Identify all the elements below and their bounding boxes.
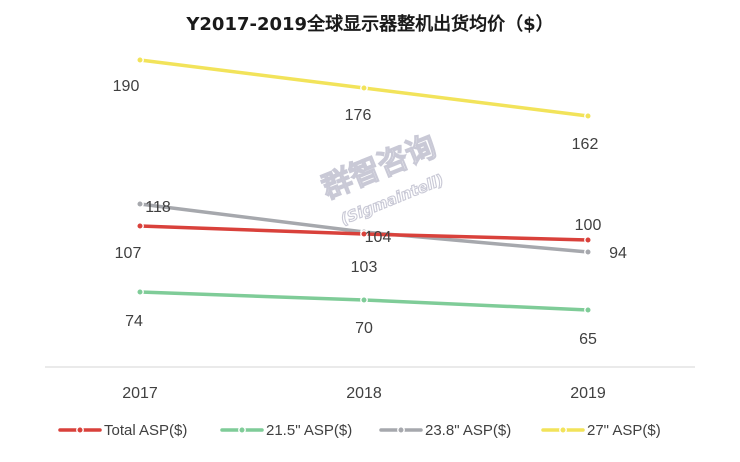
data-label: 65 <box>579 331 597 348</box>
x-tick-label: 2019 <box>570 385 606 402</box>
data-point <box>360 296 368 304</box>
legend-label: 27" ASP($) <box>587 422 661 439</box>
legend-label: 23.8" ASP($) <box>425 422 511 439</box>
data-label: 104 <box>365 229 392 246</box>
data-label: 70 <box>355 320 373 337</box>
data-point <box>584 112 592 120</box>
watermark: 群智咨询 (Sigmaintell) <box>316 128 446 229</box>
legend: Total ASP($) 21.5" ASP($) 23.8" ASP($) 27" … <box>58 422 661 439</box>
data-label: 74 <box>125 313 143 330</box>
legend-marker <box>559 426 567 434</box>
data-label: 162 <box>572 136 599 153</box>
data-point <box>136 200 144 208</box>
data-point <box>584 236 592 244</box>
legend-marker <box>238 426 246 434</box>
data-label: 190 <box>113 78 140 95</box>
legend-marker <box>76 426 84 434</box>
data-label: 107 <box>115 245 142 262</box>
data-label: 118 <box>145 199 171 216</box>
data-label: 176 <box>345 107 372 124</box>
data-label: 94 <box>609 245 627 262</box>
data-point <box>584 248 592 256</box>
data-label: 103 <box>351 259 378 276</box>
data-label: 100 <box>575 217 602 234</box>
data-point <box>136 222 144 230</box>
x-tick-label: 2018 <box>346 385 382 402</box>
legend-label: Total ASP($) <box>104 422 187 439</box>
data-point <box>136 288 144 296</box>
legend-marker <box>397 426 405 434</box>
x-tick-labels: 2017 2018 2019 <box>122 385 606 402</box>
x-tick-label: 2017 <box>122 385 158 402</box>
chart-title: Y2017-2019全球显示器整机出货均价（$） <box>185 13 553 35</box>
data-point <box>136 56 144 64</box>
data-point <box>360 230 368 238</box>
data-labels-layer: 74 70 65 118 104 94 107 103 100 190 176 162 <box>113 78 627 348</box>
series-layer <box>136 56 592 314</box>
data-point <box>360 84 368 92</box>
data-point <box>584 306 592 314</box>
legend-label: 21.5" ASP($) <box>266 422 352 439</box>
